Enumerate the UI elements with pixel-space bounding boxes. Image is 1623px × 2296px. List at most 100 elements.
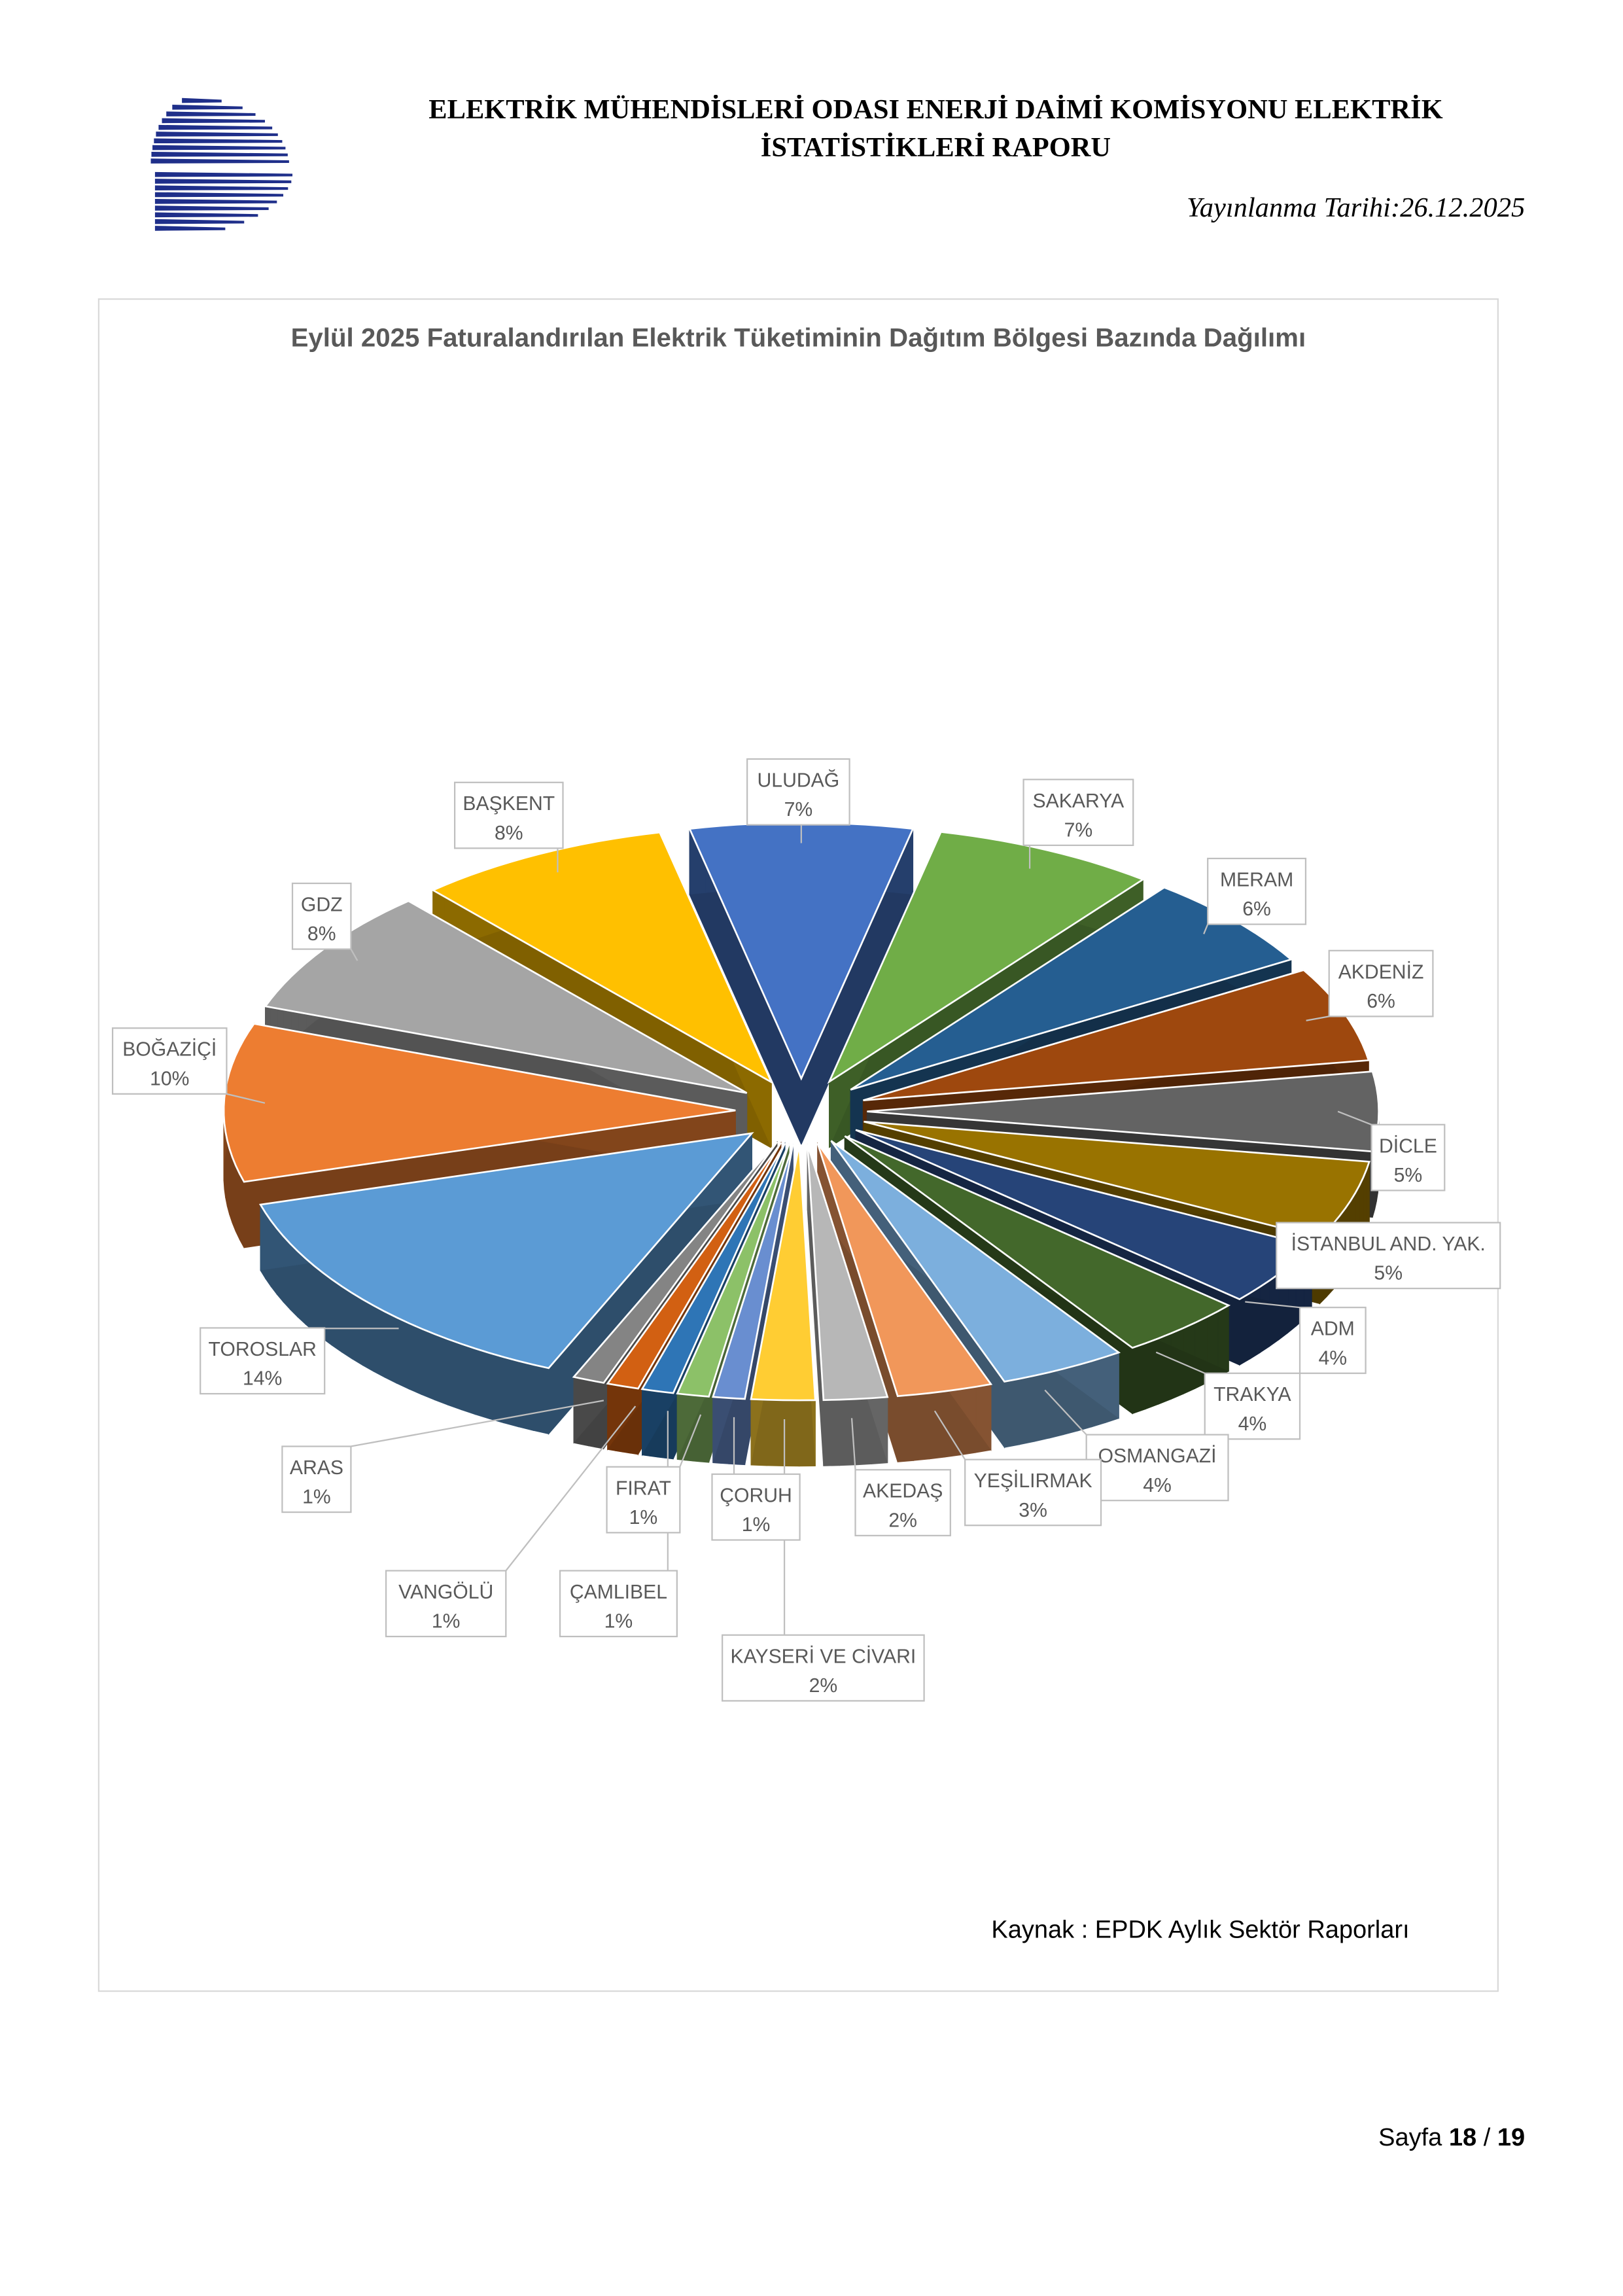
leader-line <box>1306 1016 1329 1021</box>
slice-top[interactable] <box>258 1132 754 1369</box>
report-title-line1: ELEKTRİK MÜHENDİSLERİ ODASI ENERJİ DAİMİ… <box>428 95 1443 126</box>
data-label-value: 7% <box>784 799 813 821</box>
pie-slice-uluda-[interactable] <box>688 821 915 1145</box>
slice-top[interactable] <box>806 1144 889 1402</box>
data-label-name: TOROSLAR <box>209 1339 317 1360</box>
pie-slice-kayseri-ve-ci-vari[interactable] <box>750 1144 816 1467</box>
data-label-name: ULUDAĞ <box>758 769 840 791</box>
data-label-name: SAKARYA <box>1033 790 1125 812</box>
slice-top[interactable] <box>606 1142 782 1390</box>
source-note: Kaynak : EPDK Aylık Sektör Raporları <box>991 1915 1410 1944</box>
logo-stripe <box>154 205 269 211</box>
data-label-name: VANGÖLÜ <box>398 1581 493 1603</box>
data-label-name: OSMANGAZİ <box>1098 1445 1217 1467</box>
leader-line <box>1245 1301 1300 1309</box>
data-label: ADM 4% <box>1299 1307 1367 1374</box>
leader-line <box>934 1410 966 1460</box>
logo-stripe <box>154 138 283 144</box>
data-label-name: ADM <box>1311 1318 1355 1340</box>
slice-top[interactable] <box>712 1144 794 1400</box>
slice-top[interactable] <box>844 1135 1231 1349</box>
slice-top[interactable] <box>816 1142 993 1398</box>
data-label-name: ÇAMLIBEL <box>570 1581 667 1603</box>
logo-stripe <box>154 171 293 177</box>
chart-frame <box>97 298 1499 1992</box>
page-prefix: Sayfa <box>1378 2123 1442 2151</box>
leader-line <box>1155 1351 1206 1374</box>
data-label: ARAS 1% <box>281 1445 352 1513</box>
logo-stripe <box>166 111 256 116</box>
data-label: OSMANGAZİ 4% <box>1085 1434 1229 1502</box>
page-number: Sayfa 18 / 19 <box>1378 2123 1525 2153</box>
data-label-value: 4% <box>1238 1413 1267 1435</box>
data-label-value: 1% <box>742 1514 771 1536</box>
data-label: TOROSLAR 14% <box>200 1327 326 1395</box>
leader-line <box>1337 1110 1372 1125</box>
data-label: DİCLE 5% <box>1370 1123 1446 1192</box>
data-label-value: 7% <box>1064 819 1093 841</box>
data-label-name: ARAS <box>290 1457 343 1479</box>
logo-stripe <box>154 219 245 224</box>
logo-stripe <box>154 198 277 204</box>
slice-top[interactable] <box>222 1023 736 1183</box>
data-label-value: 2% <box>888 1510 917 1531</box>
logo-stripe <box>154 179 292 184</box>
data-label-name: ÇORUH <box>720 1485 792 1506</box>
data-label: YEŞİLIRMAK 3% <box>964 1458 1102 1527</box>
data-label: TRAKYA 4% <box>1204 1372 1301 1440</box>
slice-top[interactable] <box>430 831 774 1085</box>
logo-stripe <box>162 118 266 124</box>
slice-top[interactable] <box>827 831 1145 1084</box>
data-label: SAKARYA 7% <box>1022 779 1134 847</box>
leader-line <box>1044 1389 1087 1436</box>
leader-line <box>226 1093 266 1104</box>
logo-stripe <box>154 226 226 231</box>
logo-stripe <box>152 145 286 150</box>
slice-top[interactable] <box>640 1142 786 1394</box>
chart-title: Eylül 2025 Faturalandırılan Elektrik Tük… <box>290 323 1306 353</box>
data-label: BOĞAZİÇİ 10% <box>111 1027 228 1095</box>
logo-stripe <box>151 152 288 157</box>
logo-stripe <box>154 192 284 198</box>
pie-slice-toroslar[interactable] <box>258 1132 754 1435</box>
slice-top[interactable] <box>676 1143 790 1398</box>
data-label-value: 1% <box>302 1487 331 1508</box>
data-label-name: MERAM <box>1220 869 1293 891</box>
data-label: BAŞKENT 8% <box>453 781 564 849</box>
leader-line <box>505 1405 637 1572</box>
data-label-name: FIRAT <box>616 1477 671 1499</box>
pie-slice-akeda-[interactable] <box>806 1144 889 1466</box>
logo-stripe <box>158 124 273 130</box>
data-label-name: İSTANBUL AND. YAK. <box>1291 1233 1486 1255</box>
data-label-value: 5% <box>1374 1263 1403 1284</box>
slice-top[interactable] <box>830 1140 1121 1383</box>
data-label-value: 14% <box>243 1368 282 1390</box>
data-label-value: 2% <box>809 1675 838 1697</box>
data-label: GDZ 8% <box>291 882 352 950</box>
logo-stripe <box>182 97 222 103</box>
data-label-name: TRAKYA <box>1213 1384 1291 1405</box>
data-label-value: 6% <box>1367 991 1395 1012</box>
logo-stripe <box>150 158 289 164</box>
data-label-value: 8% <box>307 923 336 945</box>
leader-line <box>850 1418 856 1470</box>
leader-line <box>679 1414 702 1468</box>
data-label-value: 6% <box>1242 898 1271 920</box>
data-label-value: 1% <box>604 1611 633 1633</box>
data-label: KAYSERİ VE CİVARI 2% <box>722 1634 925 1702</box>
data-label-name: DİCLE <box>1379 1135 1437 1157</box>
slice-top[interactable] <box>750 1144 816 1402</box>
page-separator: / <box>1483 2123 1491 2151</box>
data-label-name: YEŞİLIRMAK <box>974 1470 1092 1492</box>
data-label: ULUDAĞ 7% <box>746 758 850 826</box>
logo-stripe <box>154 185 288 191</box>
data-label: MERAM 6% <box>1207 857 1307 925</box>
data-label: AKDENİZ 6% <box>1328 949 1434 1017</box>
logo-stripe <box>156 132 278 137</box>
report-title-line2: İSTATİSTİKLERİ RAPORU <box>760 133 1111 164</box>
total-pages: 19 <box>1497 2123 1526 2151</box>
slice-top[interactable] <box>572 1141 778 1384</box>
data-label-name: BOĞAZİÇİ <box>122 1039 217 1061</box>
data-label-value: 4% <box>1143 1475 1172 1496</box>
logo-stripe <box>172 105 243 110</box>
